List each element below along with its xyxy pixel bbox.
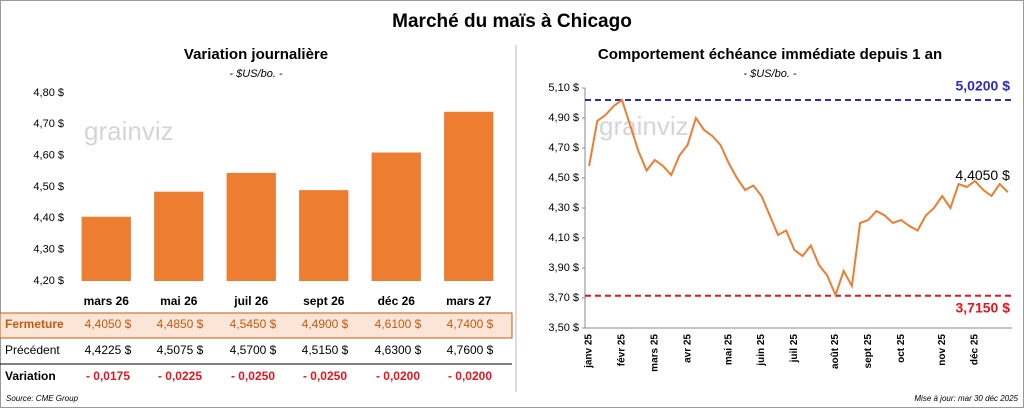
watermark: grainviz bbox=[84, 116, 174, 146]
y-tick-label: 4,80 $ bbox=[33, 87, 64, 99]
x-tick-label: avr 25 bbox=[682, 334, 693, 363]
reference-label: 3,7150 $ bbox=[956, 299, 1011, 315]
table-cell: - 0,0250 bbox=[303, 369, 347, 383]
table-cell: 4,4900 $ bbox=[302, 317, 349, 331]
bar bbox=[81, 216, 131, 281]
bar bbox=[154, 191, 204, 281]
y-tick-label: 5,10 $ bbox=[548, 82, 579, 94]
reference-label: 5,0200 $ bbox=[956, 78, 1011, 94]
x-tick-label: sept 25 bbox=[863, 334, 874, 369]
table-cell: 4,4225 $ bbox=[85, 343, 132, 357]
table-cell: - 0,0175 bbox=[86, 369, 130, 383]
x-tick-label: sept 26 bbox=[303, 294, 345, 308]
y-tick-label: 4,50 $ bbox=[548, 172, 579, 184]
y-tick-label: 4,50 $ bbox=[33, 181, 64, 193]
y-tick-label: 4,30 $ bbox=[548, 202, 579, 214]
table-cell: 4,5450 $ bbox=[230, 317, 277, 331]
y-tick-label: 3,90 $ bbox=[548, 262, 579, 274]
table-cell: 4,5700 $ bbox=[230, 343, 277, 357]
x-tick-label: juin 25 bbox=[756, 334, 767, 367]
row-label: Précédent bbox=[5, 343, 60, 357]
x-tick-label: juil 26 bbox=[233, 294, 268, 308]
x-tick-label: déc 26 bbox=[378, 294, 416, 308]
row-label: Fermeture bbox=[5, 317, 64, 331]
y-tick-label: 4,70 $ bbox=[33, 118, 64, 130]
page-title: Marché du maïs à Chicago bbox=[392, 11, 632, 32]
x-tick-label: mars 27 bbox=[446, 294, 492, 308]
table-cell: 4,5075 $ bbox=[157, 343, 204, 357]
chart-title: Comportement échéance immédiate depuis 1… bbox=[598, 46, 942, 63]
y-tick-label: 4,60 $ bbox=[33, 150, 64, 162]
chart-subtitle: - $US/bo. - bbox=[229, 68, 283, 80]
y-tick-label: 3,70 $ bbox=[548, 292, 579, 304]
y-tick-label: 4,30 $ bbox=[33, 244, 64, 256]
x-tick-label: mai 26 bbox=[160, 294, 198, 308]
y-tick-label: 4,20 $ bbox=[33, 275, 64, 287]
x-tick-label: mai 25 bbox=[723, 334, 734, 366]
source: Source: CME Group bbox=[6, 394, 79, 403]
y-tick-label: 4,10 $ bbox=[548, 232, 579, 244]
x-tick-label: janv 25 bbox=[584, 334, 595, 369]
x-tick-label: juil 25 bbox=[789, 334, 800, 364]
bar bbox=[226, 172, 276, 281]
chart-subtitle: - $US/bo. - bbox=[743, 68, 797, 80]
table-cell: - 0,0200 bbox=[376, 369, 420, 383]
x-tick-label: déc 25 bbox=[970, 334, 981, 366]
end-label: 4,4050 $ bbox=[955, 167, 1010, 183]
x-tick-label: août 25 bbox=[830, 334, 841, 369]
close-row-bg bbox=[0, 312, 513, 339]
y-tick-label: 3,50 $ bbox=[548, 322, 579, 334]
x-tick-label: oct 25 bbox=[896, 334, 907, 363]
y-tick-label: 4,40 $ bbox=[33, 212, 64, 224]
y-tick-label: 4,70 $ bbox=[548, 142, 579, 154]
table-cell: 4,4850 $ bbox=[157, 317, 204, 331]
updated: Mise à jour: mar 30 déc 2025 bbox=[914, 394, 1018, 403]
table-cell: 4,5150 $ bbox=[302, 343, 349, 357]
row-label: Variation bbox=[5, 369, 56, 383]
x-tick-label: mars 25 bbox=[649, 334, 660, 372]
x-tick-label: mars 26 bbox=[84, 294, 130, 308]
bar bbox=[299, 190, 349, 281]
chart-title: Variation journalière bbox=[184, 46, 328, 63]
bar bbox=[371, 152, 421, 281]
table-cell: - 0,0225 bbox=[158, 369, 202, 383]
table-cell: 4,4050 $ bbox=[85, 317, 132, 331]
bar bbox=[444, 111, 494, 281]
table-cell: - 0,0250 bbox=[231, 369, 275, 383]
table-cell: 4,6300 $ bbox=[375, 343, 422, 357]
price-line bbox=[588, 98, 1009, 298]
table-cell: 4,7400 $ bbox=[447, 317, 494, 331]
table-cell: 4,6100 $ bbox=[375, 317, 422, 331]
x-tick-label: févr 25 bbox=[617, 334, 628, 367]
watermark: grainviz bbox=[599, 111, 689, 141]
x-tick-label: nov 25 bbox=[937, 334, 948, 366]
table-cell: - 0,0200 bbox=[448, 369, 492, 383]
table-cell: 4,7600 $ bbox=[447, 343, 494, 357]
y-tick-label: 4,90 $ bbox=[548, 112, 579, 124]
